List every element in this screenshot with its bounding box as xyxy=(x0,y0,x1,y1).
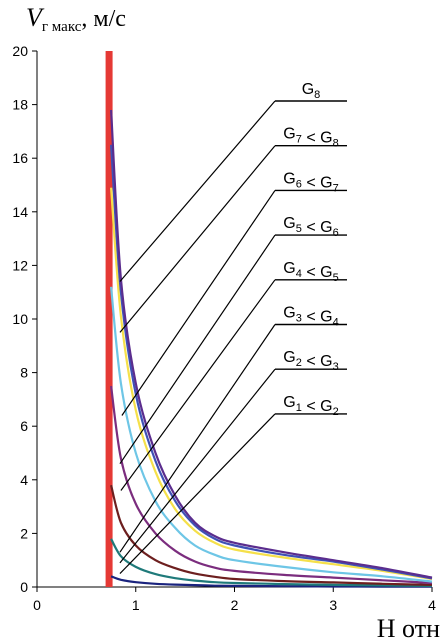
series-label: G2 < G3 xyxy=(283,349,338,373)
series-label-subscript: 8 xyxy=(314,89,320,101)
series-label: G4 < G5 xyxy=(283,260,338,284)
leader-line xyxy=(119,234,276,465)
x-tick-label: 3 xyxy=(329,597,337,613)
series-label-text: < G xyxy=(302,174,333,191)
series-label-text: G xyxy=(283,170,295,187)
series-label-text: G xyxy=(283,305,295,322)
series-label-text: < G xyxy=(302,353,333,370)
series-line-g2-g3 xyxy=(110,538,433,587)
leader-lines xyxy=(119,100,347,575)
series-label-subscript: 3 xyxy=(296,313,302,325)
series-label-text: G xyxy=(283,215,295,232)
y-tick-label: 12 xyxy=(12,257,28,273)
x-tick-label: 1 xyxy=(132,597,140,613)
series-label-text: < G xyxy=(302,219,333,236)
series-label-text: G xyxy=(283,260,295,277)
y-axis-title-subscript: г макс xyxy=(42,19,82,35)
series-group xyxy=(110,109,433,588)
series-label-subscript: 7 xyxy=(333,182,339,194)
series-label: G5 < G6 xyxy=(283,215,338,239)
series-label-subscript: 5 xyxy=(333,272,339,284)
series-label-text: < G xyxy=(302,398,333,415)
x-axis-title: H отн xyxy=(377,614,440,642)
series-line-g7-g8 xyxy=(110,144,433,580)
series-label-text: G xyxy=(302,81,314,98)
y-axis-title: Vг макс, м/с xyxy=(26,3,126,35)
series-label-subscript: 2 xyxy=(333,406,339,418)
series-line-g5-g6 xyxy=(110,286,433,583)
x-tick-label: 2 xyxy=(231,597,239,613)
series-label-subscript: 7 xyxy=(296,134,302,146)
series-label-subscript: 8 xyxy=(333,138,339,150)
series-label-subscript: 6 xyxy=(296,178,302,190)
series-label-text: < G xyxy=(302,130,333,147)
leader-line xyxy=(119,100,276,282)
leader-line xyxy=(120,279,276,491)
y-tick-label: 8 xyxy=(20,365,28,381)
series-label: G1 < G2 xyxy=(283,394,338,418)
y-tick-label: 10 xyxy=(12,311,28,327)
axis-titles: Vг макс, м/с H отн xyxy=(26,3,440,642)
series-label: G7 < G8 xyxy=(283,126,338,150)
leader-line xyxy=(119,368,276,564)
y-tick-label: 20 xyxy=(12,43,28,59)
leader-line xyxy=(119,413,276,575)
y-tick-label: 0 xyxy=(20,579,28,595)
series-label-subscript: 4 xyxy=(296,268,302,280)
series-line-g4-g5 xyxy=(110,385,433,585)
y-tick-label: 14 xyxy=(12,204,28,220)
series-label: G8 xyxy=(302,81,321,101)
x-tick-label: 0 xyxy=(33,597,41,613)
y-tick-label: 4 xyxy=(20,472,28,488)
y-tick-label: 16 xyxy=(12,150,28,166)
y-tick-label: 18 xyxy=(12,97,28,113)
series-label-subscript: 6 xyxy=(333,227,339,239)
leader-line xyxy=(119,145,276,333)
series-label-subscript: 4 xyxy=(333,317,339,329)
y-tick-label: 6 xyxy=(20,418,28,434)
series-label-subscript: 5 xyxy=(296,223,302,235)
leader-line xyxy=(121,190,276,416)
y-tick-label: 2 xyxy=(20,525,28,541)
series-label: G3 < G4 xyxy=(283,305,338,329)
series-label-text: G xyxy=(283,394,295,411)
series-line-g8 xyxy=(110,109,433,579)
series-label: G6 < G7 xyxy=(283,170,338,194)
series-label-text: < G xyxy=(302,264,333,281)
series-label-subscript: 1 xyxy=(296,402,302,414)
series-label-text: < G xyxy=(302,309,333,326)
series-label-subscript: 3 xyxy=(333,361,339,373)
series-line-g6-g7 xyxy=(110,187,433,581)
series-label-subscript: 2 xyxy=(296,357,302,369)
y-axis-title-symbol: V xyxy=(26,3,45,32)
series-line-g1-g2 xyxy=(110,575,433,588)
leader-line xyxy=(119,324,276,553)
x-tick-label: 4 xyxy=(428,597,436,613)
series-label-text: G xyxy=(283,126,295,143)
series-label-text: G xyxy=(283,349,295,366)
y-axis-title-unit: , м/с xyxy=(81,6,126,32)
